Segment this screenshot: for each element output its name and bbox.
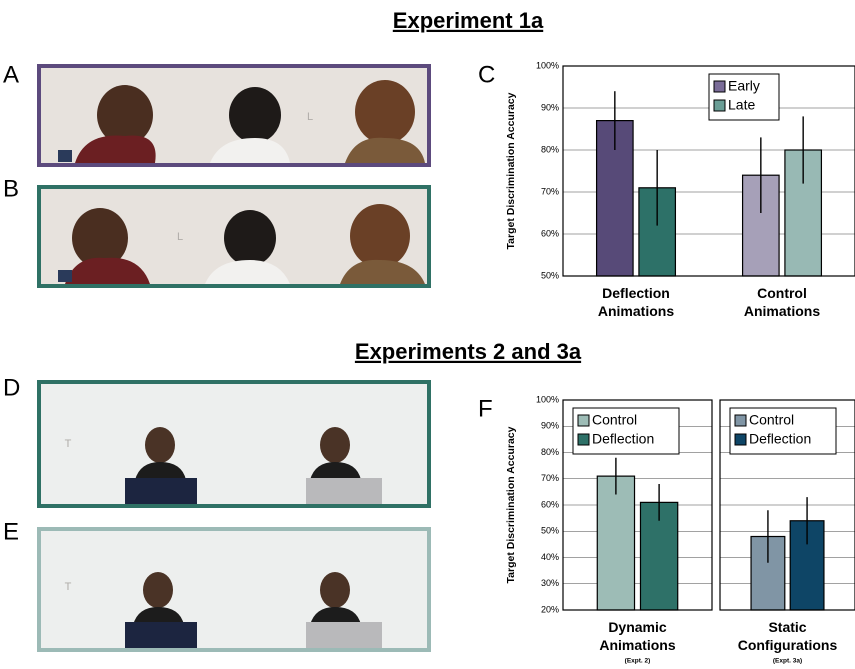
legend-label: Early (728, 78, 760, 94)
y-tick-label: 70% (541, 473, 559, 483)
heading: Experiment 1a (393, 8, 544, 33)
photo (39, 66, 429, 165)
legend-label: Deflection (592, 431, 654, 447)
y-tick-label: 30% (541, 578, 559, 588)
y-tick-label: 80% (541, 144, 559, 154)
y-axis-label: Target Discrimination Accuracy (505, 426, 517, 583)
stimulus-letter: T (65, 438, 72, 450)
stimulus-letter: L (177, 231, 183, 243)
y-tick-label: 100% (536, 394, 559, 404)
legend-swatch (714, 100, 725, 111)
y-axis-label: Target Discrimination Accuracy (505, 92, 517, 249)
legend-swatch (578, 415, 589, 426)
panel-letter: B (3, 175, 19, 202)
y-tick-label: 50% (541, 270, 559, 280)
y-tick-label: 40% (541, 552, 559, 562)
y-tick-label: 80% (541, 447, 559, 457)
legend-label: Deflection (749, 431, 811, 447)
stimulus-letter: T (65, 581, 72, 593)
photo (39, 529, 429, 650)
y-tick-label: 60% (541, 228, 559, 238)
category-note: (Expt. 3a) (773, 658, 802, 665)
y-tick-label: 90% (541, 421, 559, 431)
y-tick-label: 100% (536, 60, 559, 70)
bar (597, 476, 634, 610)
figure: Experiment 1a Experiments 2 and 3a L L T… (0, 0, 855, 669)
legend-label: Control (749, 412, 794, 428)
y-tick-label: 20% (541, 604, 559, 614)
legend-swatch (735, 434, 746, 445)
panel-letter: C (478, 61, 495, 88)
legend-label: Late (728, 97, 755, 113)
heading: Experiments 2 and 3a (355, 339, 582, 364)
category-note: (Expt. 2) (625, 658, 651, 665)
legend-swatch (578, 434, 589, 445)
photo (39, 187, 429, 286)
y-tick-label: 90% (541, 102, 559, 112)
legend-label: Control (592, 412, 637, 428)
panel-letter: A (3, 61, 19, 88)
panel-letter: D (3, 374, 20, 401)
panel-letter: F (478, 395, 493, 422)
stimulus-letter: L (307, 111, 313, 123)
legend-swatch (714, 81, 725, 92)
legend-swatch (735, 415, 746, 426)
y-tick-label: 70% (541, 186, 559, 196)
panel-letter: E (3, 518, 19, 545)
photo (39, 382, 429, 506)
y-tick-label: 50% (541, 526, 559, 536)
y-tick-label: 60% (541, 499, 559, 509)
